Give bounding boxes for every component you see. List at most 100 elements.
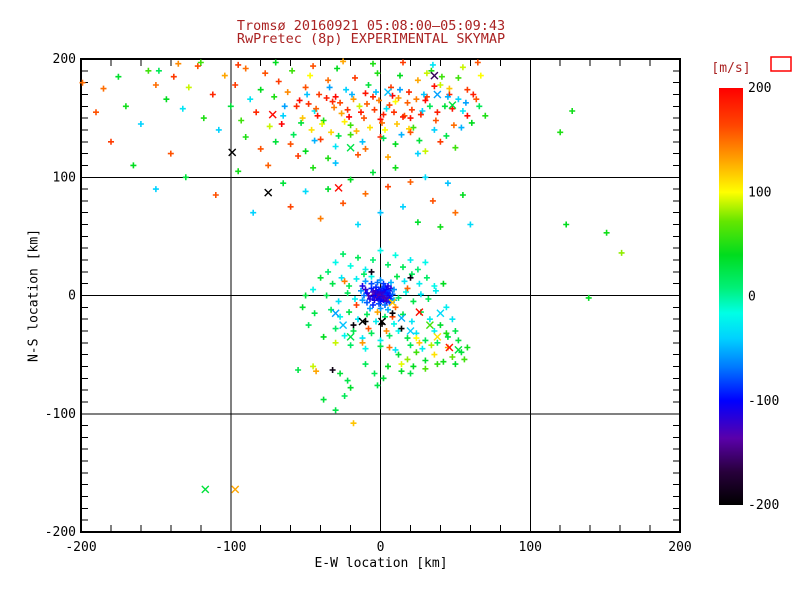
data-point-plus — [358, 287, 364, 294]
data-point-plus — [310, 63, 317, 70]
data-point-plus — [414, 219, 421, 226]
data-point-plus — [325, 268, 332, 275]
data-point-plus — [371, 370, 378, 377]
y-axis-label: N-S location [km] — [26, 228, 42, 363]
data-point-plus — [395, 294, 402, 301]
data-point-plus — [340, 251, 347, 258]
data-point-plus — [346, 113, 353, 120]
data-point-plus — [359, 297, 366, 304]
data-point-plus — [449, 316, 456, 323]
data-point-plus — [275, 78, 282, 85]
data-point-plus — [437, 322, 444, 329]
data-point-plus — [361, 271, 367, 278]
data-point-plus — [432, 287, 439, 294]
data-point-plus — [470, 91, 477, 98]
data-point-plus — [337, 313, 344, 320]
x-tick-label: -200 — [65, 540, 96, 555]
data-point-cross — [201, 485, 210, 494]
data-point-plus — [253, 109, 260, 116]
data-point-plus — [325, 77, 332, 84]
data-point-plus — [377, 209, 384, 216]
data-point-cross — [378, 317, 386, 326]
data-point-plus — [305, 100, 312, 107]
data-point-plus — [280, 180, 287, 187]
data-point-plus — [340, 200, 347, 207]
data-point-plus — [346, 283, 353, 289]
data-point-plus — [326, 84, 333, 91]
data-point-plus — [307, 72, 314, 79]
data-point-plus — [452, 144, 459, 151]
data-point-plus — [414, 150, 421, 157]
data-point-plus — [398, 325, 405, 332]
data-point-cross — [433, 90, 442, 99]
data-point-plus — [395, 351, 402, 358]
data-point-cross — [346, 143, 355, 152]
data-point-plus — [346, 309, 353, 316]
data-point-plus — [392, 141, 399, 148]
data-point-plus — [450, 122, 457, 129]
data-point-plus — [287, 203, 294, 210]
data-point-plus — [137, 121, 144, 127]
data-point-plus — [413, 349, 420, 356]
data-point-plus — [410, 363, 417, 370]
data-point-plus — [444, 93, 451, 100]
data-point-plus — [413, 335, 420, 342]
data-point-plus — [365, 82, 372, 88]
data-point-plus — [437, 223, 444, 230]
data-point-plus — [404, 356, 411, 363]
data-point-plus — [361, 115, 367, 122]
data-point-plus — [477, 72, 484, 79]
y-tick-label: -200 — [45, 525, 76, 540]
data-point-plus — [400, 59, 406, 66]
data-point-plus — [317, 136, 324, 143]
data-point-plus — [197, 59, 204, 66]
data-point-plus — [449, 354, 456, 360]
data-point-plus — [175, 60, 182, 67]
data-point-plus — [464, 112, 471, 119]
data-point-plus — [308, 126, 315, 133]
data-point-plus — [299, 304, 306, 311]
data-point-plus — [403, 289, 409, 295]
data-point-plus — [221, 72, 228, 79]
data-point-plus — [420, 91, 427, 98]
data-point-plus — [367, 305, 373, 312]
data-point-plus — [152, 82, 159, 88]
data-point-plus — [262, 70, 269, 77]
data-point-plus — [371, 106, 378, 113]
data-point-plus — [408, 106, 415, 113]
data-point-cross — [331, 309, 340, 318]
data-point-plus — [302, 188, 309, 195]
data-point-plus — [413, 96, 420, 103]
data-point-plus — [374, 70, 381, 77]
data-point-plus — [182, 174, 189, 181]
data-point-plus — [302, 84, 309, 91]
data-point-plus — [359, 138, 366, 145]
data-point-plus — [347, 384, 354, 391]
legend-marker-box — [770, 56, 792, 72]
data-point-plus — [79, 79, 86, 86]
data-point-plus — [247, 96, 254, 103]
data-point-plus — [438, 73, 445, 80]
data-point-plus — [429, 197, 436, 204]
data-point-plus — [370, 257, 376, 263]
data-point-plus — [482, 112, 489, 119]
data-point-plus — [410, 124, 417, 131]
data-point-plus — [362, 145, 369, 152]
data-point-plus — [557, 129, 564, 136]
data-point-plus — [380, 375, 387, 382]
data-point-plus — [373, 318, 379, 325]
y-tick-label: 200 — [53, 52, 76, 67]
data-point-plus — [328, 129, 335, 136]
colorbar-tick-label: -100 — [748, 394, 779, 409]
data-point-plus — [272, 138, 279, 145]
data-point-plus — [391, 286, 397, 293]
data-point-plus — [361, 292, 367, 299]
data-point-plus — [398, 361, 405, 368]
data-point-plus — [355, 221, 361, 228]
data-point-plus — [474, 59, 481, 66]
data-point-plus — [461, 356, 468, 363]
data-point-plus — [325, 186, 332, 193]
data-point-plus — [310, 164, 317, 171]
data-point-plus — [295, 367, 302, 373]
data-point-plus — [362, 90, 369, 97]
